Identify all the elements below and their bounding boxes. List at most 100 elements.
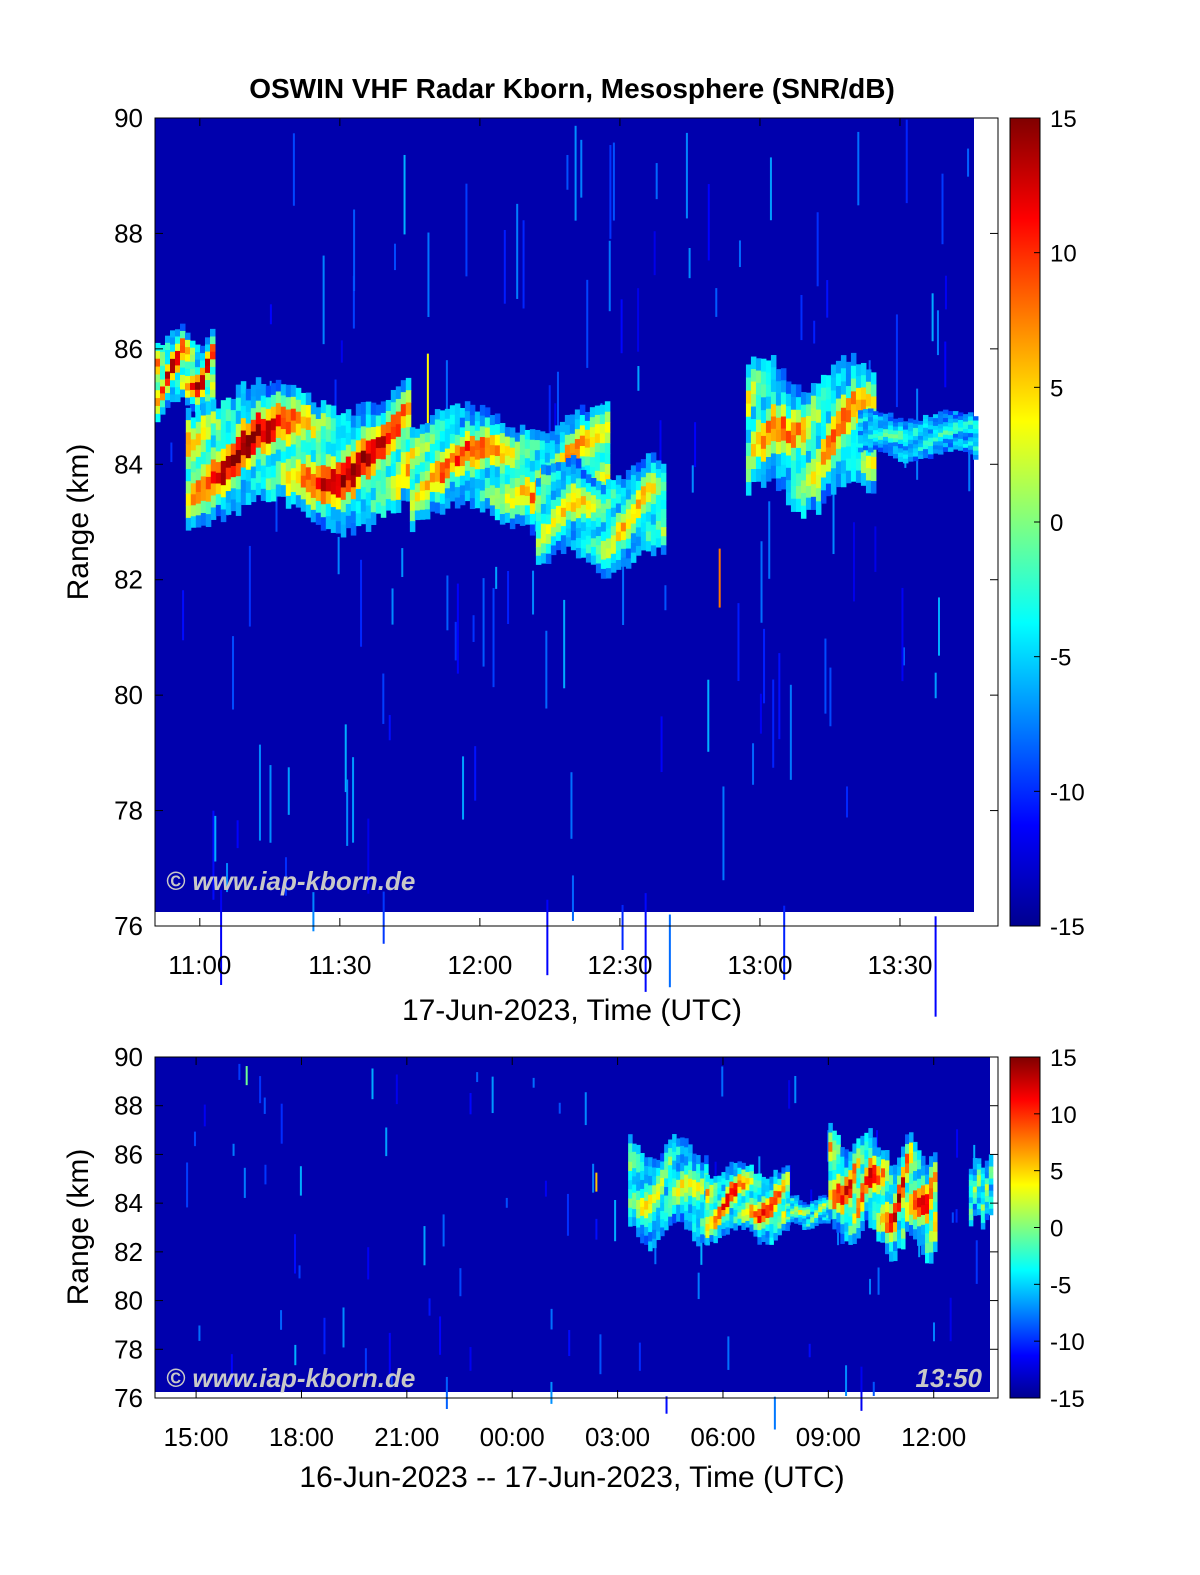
echo-cell	[644, 1218, 649, 1228]
echo-cell	[534, 440, 541, 451]
echo-cell	[300, 440, 307, 453]
echo-cell	[494, 498, 501, 510]
echo-cell	[630, 552, 637, 563]
echo-cell	[484, 477, 491, 489]
noise-streak	[258, 744, 261, 841]
echo-cell	[917, 428, 924, 433]
echo-cell	[968, 1168, 974, 1176]
echo-cell	[810, 1217, 815, 1221]
echo-cell	[777, 1191, 782, 1198]
echo-cell	[560, 480, 567, 491]
echo-cell	[610, 507, 617, 518]
echo-cell	[589, 417, 596, 428]
echo-cell	[972, 446, 979, 452]
echo-cell	[555, 497, 562, 507]
echo-cell	[717, 1206, 722, 1214]
noise-streak	[401, 548, 404, 578]
echo-cell	[810, 383, 817, 397]
echo-cell	[604, 401, 611, 413]
echo-cell	[345, 468, 352, 481]
echo-cell	[852, 1223, 857, 1235]
echo-cell	[795, 422, 802, 436]
echo-cell	[604, 463, 611, 475]
echo-cell	[822, 1197, 827, 1202]
echo-cell	[790, 473, 797, 487]
echo-cell	[855, 446, 862, 460]
echo-cell	[760, 461, 767, 476]
echo-cell	[550, 518, 557, 528]
echo-cell	[220, 448, 227, 462]
echo-cell	[664, 1212, 669, 1222]
echo-cell	[409, 448, 416, 460]
noise-streak	[933, 1322, 936, 1342]
echo-cell	[165, 371, 171, 380]
echo-cell	[484, 447, 491, 459]
echo-cell	[820, 477, 827, 491]
colorbar-tick-label: -15	[1050, 1386, 1085, 1413]
echo-cell	[652, 1220, 657, 1231]
echo-cell	[660, 1202, 665, 1212]
echo-cell	[409, 489, 416, 501]
echo-cell	[864, 1184, 869, 1195]
echo-cell	[250, 489, 257, 503]
echo-cell	[215, 483, 222, 495]
echo-cell	[270, 489, 277, 502]
echo-cell	[305, 442, 312, 456]
echo-cell	[160, 351, 166, 360]
echo-cell	[860, 448, 867, 462]
echo-cell	[594, 461, 601, 472]
echo-cell	[825, 447, 832, 461]
echo-cell	[190, 404, 196, 412]
echo-cell	[414, 510, 421, 521]
echo-cell	[355, 415, 362, 429]
echo-cell	[625, 528, 632, 540]
echo-cell	[469, 415, 476, 427]
echo-cell	[700, 1210, 705, 1219]
echo-cell	[570, 511, 577, 522]
echo-cell	[840, 1224, 845, 1235]
echo-cell	[180, 374, 186, 383]
echo-cell	[887, 438, 894, 444]
echo-cell	[635, 545, 642, 556]
echo-cell	[325, 429, 332, 443]
echo-cell	[872, 1155, 877, 1166]
echo-cell	[400, 404, 407, 417]
echo-cell	[644, 1165, 649, 1176]
echo-cell	[529, 513, 536, 525]
echo-cell	[765, 1231, 770, 1239]
echo-cell	[630, 533, 637, 544]
echo-cell	[195, 374, 201, 383]
echo-cell	[729, 1181, 734, 1189]
echo-cell	[628, 1143, 633, 1154]
echo-cell	[957, 435, 964, 440]
echo-cell	[765, 1198, 770, 1206]
echo-cell	[967, 437, 974, 442]
echo-cell	[499, 473, 506, 485]
echo-cell	[195, 480, 202, 493]
noise-streak	[813, 320, 816, 344]
echo-cell	[892, 426, 899, 431]
echo-cell	[570, 492, 577, 503]
echo-cell	[676, 1154, 681, 1164]
echo-cell	[972, 450, 979, 456]
echo-cell	[962, 447, 969, 453]
echo-cell	[449, 491, 456, 502]
echo-cell	[905, 1153, 910, 1164]
echo-cell	[414, 428, 421, 439]
top-axes-frame	[154, 117, 999, 927]
echo-cell	[419, 443, 426, 454]
echo-cell	[805, 416, 812, 429]
echo-cell	[555, 470, 562, 481]
echo-cell	[889, 1213, 894, 1224]
echo-cell	[335, 497, 342, 510]
echo-cell	[684, 1174, 689, 1185]
echo-cell	[760, 423, 767, 437]
echo-cell	[205, 344, 211, 353]
echo-cell	[909, 1132, 914, 1144]
echo-cell	[385, 499, 392, 511]
noise-streak	[580, 139, 583, 198]
echo-cell	[494, 477, 501, 489]
noise-streak	[697, 1272, 700, 1300]
echo-cell	[815, 488, 822, 502]
echo-cell	[769, 1224, 774, 1232]
